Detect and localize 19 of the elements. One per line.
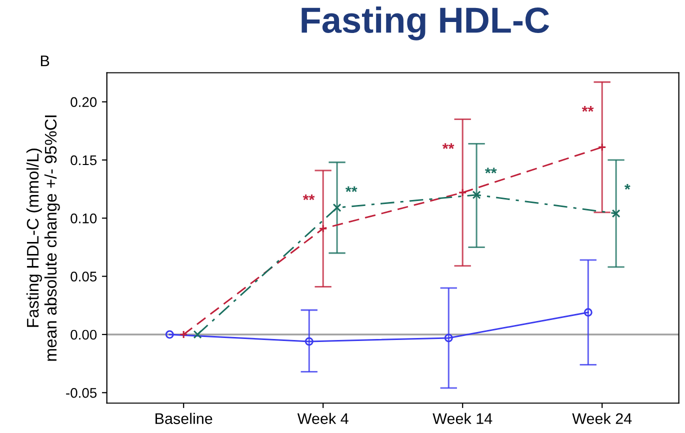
y-axis-title: Fasting HDL-C (mmol/L) mean absolute change +/- 95%CI [26, 116, 60, 361]
y-tick-label: 0.00 [70, 330, 97, 340]
chart-title: Fasting HDL-C [302, 6, 550, 40]
annotation: ** [345, 186, 358, 192]
y-tick-label: 0.05 [70, 272, 97, 282]
annotation: ** [484, 168, 497, 174]
y-tick-label: 0.10 [70, 213, 97, 224]
annotation: ** [302, 194, 315, 200]
text: B [40, 56, 50, 66]
x-tick-label: Week 24 [572, 412, 632, 424]
annotation: * [624, 184, 630, 190]
annotation: ** [442, 143, 454, 149]
annotation: ** [582, 106, 594, 112]
x-tick-label: Baseline [156, 412, 212, 424]
y-tick-label: 0.20 [70, 97, 97, 107]
y-tick-label: 0.15 [70, 155, 97, 166]
y-tick-label: -0.05 [66, 388, 97, 398]
x-tick-label: Week 14 [432, 412, 492, 424]
x-tick-label: Week 4 [297, 412, 348, 424]
